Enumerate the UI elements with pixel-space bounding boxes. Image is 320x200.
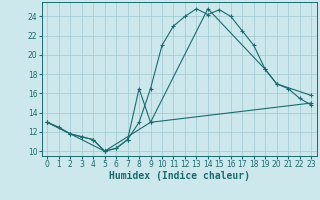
- X-axis label: Humidex (Indice chaleur): Humidex (Indice chaleur): [109, 171, 250, 181]
